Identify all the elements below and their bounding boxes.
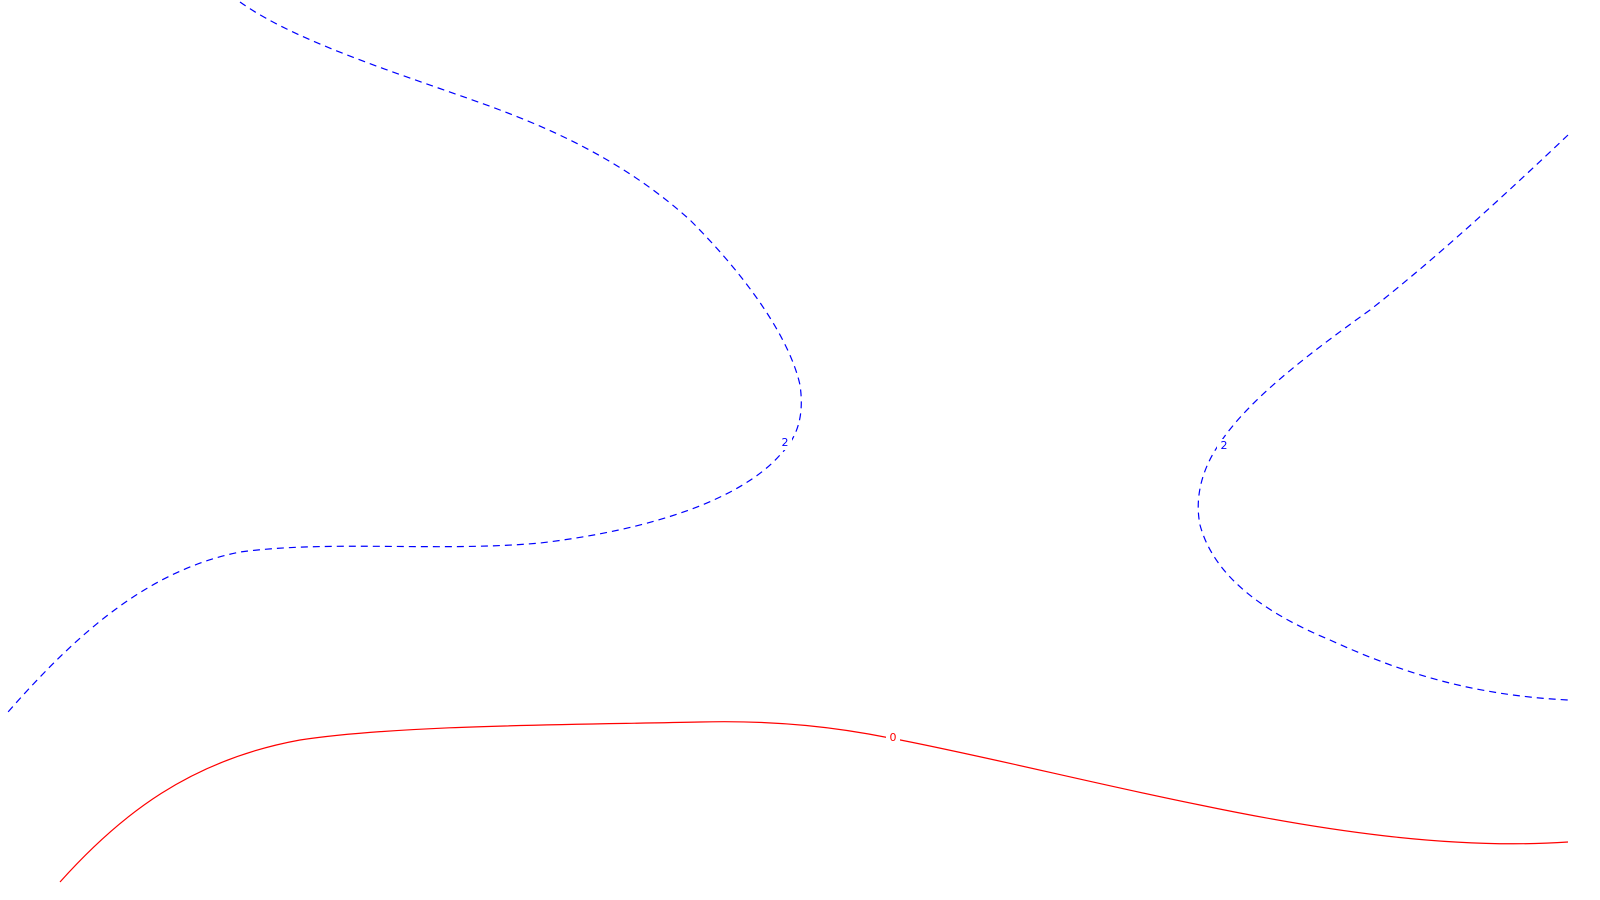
contour-line-upper-left — [7, 1, 802, 713]
contour-line-bottom — [59, 721, 1569, 883]
contour-label-right: 2 — [1221, 439, 1228, 452]
contour-line-right — [1197, 134, 1569, 701]
label-mask — [778, 436, 792, 450]
label-mask — [1217, 439, 1231, 453]
contour-label-bottom: 0 — [890, 731, 897, 744]
contour-label-upper-left: 2 — [782, 436, 789, 449]
label-mask — [886, 731, 900, 745]
